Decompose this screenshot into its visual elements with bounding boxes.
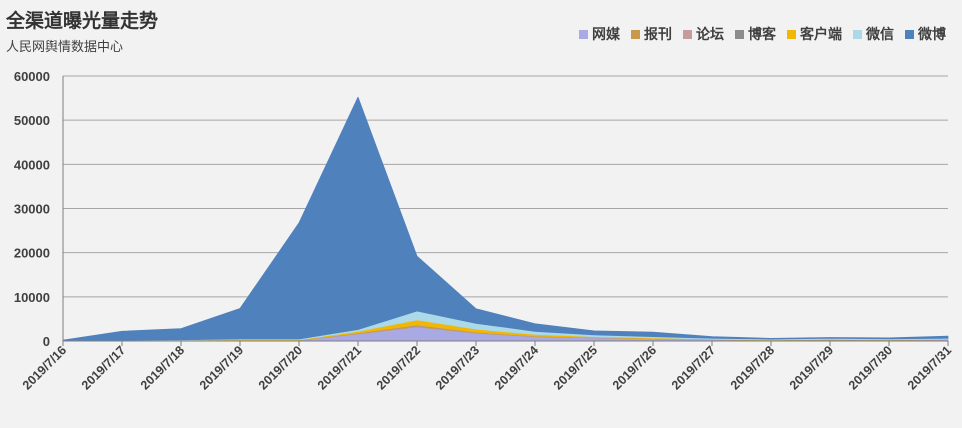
- legend-swatch: [735, 29, 744, 39]
- x-tick-label: 2019/7/30: [846, 343, 895, 392]
- x-tick-label: 2019/7/26: [610, 343, 659, 392]
- legend-label: 论坛: [696, 26, 724, 42]
- x-tick-label: 2019/7/27: [669, 343, 718, 392]
- legend-swatch: [683, 29, 692, 39]
- x-tick-label: 2019/7/28: [728, 343, 777, 392]
- legend-label: 微博: [918, 26, 946, 42]
- legend-label: 网媒: [592, 26, 620, 42]
- chart-legend: 网媒 报刊 论坛 博客 客户端 微信 微博: [579, 24, 946, 44]
- legend-item: 博客: [735, 24, 776, 44]
- legend-item: 论坛: [683, 24, 724, 44]
- legend-item: 微信: [853, 24, 894, 44]
- legend-swatch: [853, 29, 862, 39]
- y-tick-label: 50000: [14, 113, 50, 128]
- chart-title: 全渠道曝光量走势: [6, 11, 159, 32]
- y-tick-label: 60000: [14, 69, 50, 84]
- legend-item: 网媒: [579, 24, 620, 44]
- x-tick-label: 2019/7/22: [374, 343, 423, 392]
- y-tick-label: 30000: [14, 202, 50, 217]
- legend-swatch: [905, 29, 914, 39]
- y-tick-label: 40000: [14, 157, 50, 172]
- y-tick-label: 20000: [14, 246, 50, 261]
- x-tick-label: 2019/7/21: [315, 343, 364, 392]
- x-tick-label: 2019/7/24: [492, 343, 541, 392]
- legend-item: 微博: [905, 24, 946, 44]
- legend-item: 报刊: [631, 24, 672, 44]
- legend-item: 客户端: [787, 24, 842, 44]
- legend-label: 客户端: [800, 26, 842, 42]
- legend-label: 微信: [866, 26, 894, 42]
- x-tick-label: 2019/7/31: [905, 343, 954, 392]
- legend-label: 博客: [748, 26, 776, 42]
- legend-swatch: [631, 29, 640, 39]
- chart-subtitle: 人民网舆情数据中心: [6, 39, 124, 54]
- x-tick-label: 2019/7/18: [138, 343, 187, 392]
- x-tick-label: 2019/7/17: [79, 343, 128, 392]
- y-tick-label: 0: [43, 334, 50, 349]
- x-tick-label: 2019/7/25: [551, 343, 600, 392]
- x-tick-label: 2019/7/29: [787, 343, 836, 392]
- legend-swatch: [579, 29, 588, 39]
- x-tick-label: 2019/7/23: [433, 343, 482, 392]
- series-area-6: [62, 96, 949, 342]
- x-tick-label: 2019/7/19: [197, 343, 246, 392]
- legend-swatch: [787, 29, 796, 39]
- legend-label: 报刊: [644, 26, 672, 42]
- x-tick-label: 2019/7/20: [256, 343, 305, 392]
- x-tick-label: 2019/7/16: [20, 343, 69, 392]
- y-tick-label: 10000: [14, 290, 50, 305]
